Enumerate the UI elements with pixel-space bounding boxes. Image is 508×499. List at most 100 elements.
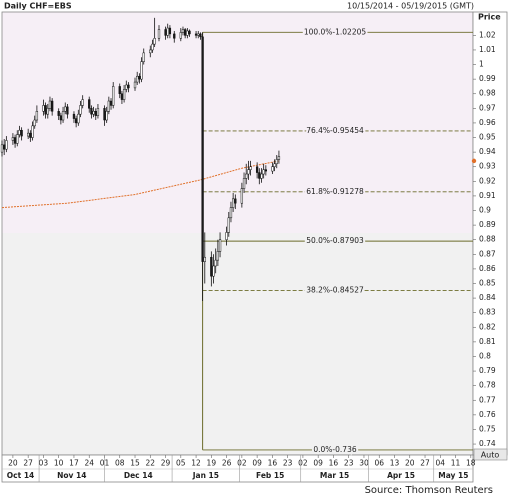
x-tick-label: 18 [466, 459, 476, 468]
plot-lower-bg [2, 233, 473, 455]
month-label: Feb 15 [256, 471, 284, 480]
price-axis [472, 11, 508, 456]
candle-body [249, 166, 252, 170]
x-tick-label: 23 [344, 459, 354, 468]
candle-body [11, 137, 15, 141]
candle-body [229, 207, 233, 219]
auto-button[interactable] [473, 448, 508, 461]
candle-body [203, 256, 206, 262]
y-tick-label: 0.86 [479, 264, 496, 273]
y-tick-label: 0.75 [479, 424, 496, 433]
candle-body [181, 29, 185, 33]
candle-body [92, 111, 95, 115]
y-tick-label: 0.97 [479, 103, 496, 112]
candle-body [258, 172, 261, 179]
candle-body [66, 106, 69, 115]
candle-body [138, 75, 141, 80]
month-label: May 15 [438, 471, 468, 480]
candle-body [5, 140, 8, 150]
x-tick-label: 02 [298, 459, 308, 468]
candle-body [136, 75, 139, 83]
x-tick-label: 27 [23, 459, 33, 468]
auto-label[interactable]: Auto [481, 451, 500, 460]
candle-body [120, 93, 124, 100]
candle-body [140, 61, 143, 80]
candle-body [61, 111, 65, 121]
candle-body [27, 132, 30, 137]
x-tick-label: 26 [222, 459, 232, 468]
y-tick-label: 0.81 [479, 337, 496, 346]
candle-body [90, 108, 93, 115]
x-tick-label: 15 [130, 459, 140, 468]
candle-body [125, 84, 128, 90]
fib-level-label: 50.0%-0.87903 [306, 236, 364, 245]
y-tick-label: 0.98 [479, 89, 496, 98]
candle-body [74, 118, 78, 124]
x-tick-label: 20 [8, 459, 18, 468]
candle-body [168, 27, 172, 35]
x-tick-label: 10 [54, 459, 64, 468]
candle-body [103, 108, 106, 121]
candle-body [245, 173, 248, 179]
y-tick-label: 0.74 [479, 439, 496, 448]
candle-body [133, 81, 137, 89]
candle-body [35, 111, 39, 121]
candle-body [184, 29, 187, 36]
candle-body [79, 105, 82, 115]
y-tick-label: 0.9 [479, 206, 491, 215]
candle-body [153, 38, 156, 45]
candle-body [225, 232, 228, 240]
candle-body [212, 265, 215, 277]
candle-body [18, 129, 21, 135]
candle-body [214, 259, 217, 267]
y-tick-label: 0.94 [479, 147, 496, 156]
x-tick-label: 30 [359, 459, 369, 468]
candle-body [242, 178, 246, 189]
fib-level-label: 0.0%-0.736 [313, 445, 356, 454]
candle-body [210, 256, 213, 277]
y-tick-label: 0.96 [479, 118, 496, 127]
y-tick-label: 0.77 [479, 395, 496, 404]
x-tick-label: 23 [283, 459, 293, 468]
y-tick-label: 0.95 [479, 133, 496, 142]
candle-body [262, 169, 265, 175]
candle-body [151, 43, 154, 51]
y-tick-label: 0.89 [479, 220, 496, 229]
candle-body [277, 156, 281, 160]
candle-body [142, 52, 145, 62]
plot-upper-bg [2, 12, 473, 233]
candle-body [157, 29, 161, 39]
month-label: Oct 14 [7, 471, 34, 480]
y-tick-label: 0.78 [479, 381, 496, 390]
y-tick-label: 0.8 [479, 351, 491, 360]
y-tick-label: 1 [479, 60, 484, 69]
candle-body [81, 99, 84, 106]
y-tick-label: 0.84 [479, 293, 496, 302]
candle-body [72, 113, 76, 119]
candle-body [59, 115, 63, 121]
x-tick-label: 13 [390, 459, 400, 468]
candle-body [264, 169, 267, 172]
candle-body [201, 36, 204, 262]
y-tick-label: 0.92 [479, 176, 496, 185]
month-label: Jan 15 [192, 471, 219, 480]
y-tick-label: 0.82 [479, 322, 496, 331]
x-tick-label: 02 [237, 459, 247, 468]
x-tick-label: 17 [69, 459, 79, 468]
date-axis [1, 454, 474, 483]
candle-body [149, 49, 152, 54]
date-range: 10/15/2014 - 05/19/2015 (GMT) [347, 2, 474, 11]
candle-body [227, 217, 230, 233]
candle-body [173, 33, 176, 39]
candle-body [46, 108, 49, 115]
candle-body [255, 166, 259, 173]
candle-body [64, 106, 67, 112]
candle-body [3, 144, 6, 150]
chart-title: Daily CHF=EBS [4, 2, 72, 11]
candle-body [275, 159, 278, 165]
x-tick-label: 09 [252, 459, 262, 468]
y-tick-label: 0.88 [479, 235, 496, 244]
candle-body [260, 173, 263, 179]
y-tick-label: 0.76 [479, 410, 496, 419]
candle-body [216, 251, 220, 261]
